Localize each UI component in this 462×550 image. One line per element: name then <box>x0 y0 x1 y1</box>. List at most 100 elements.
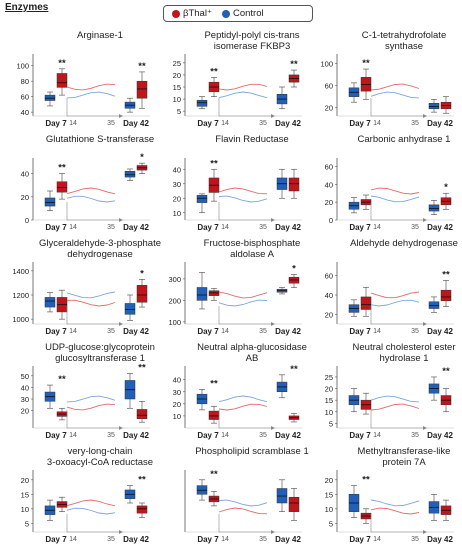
inset-arrowhead <box>119 218 123 222</box>
inset-line-control <box>370 395 420 403</box>
y-tick-label: 40 <box>21 108 29 117</box>
significance-marker: ** <box>442 270 450 281</box>
inset-line-bthal <box>370 187 420 195</box>
inset-tick-label: 14 <box>221 536 229 543</box>
inset-line-control <box>370 499 420 507</box>
control-box <box>428 103 440 110</box>
inset-line-control <box>218 395 268 403</box>
inset-line-control <box>66 395 116 403</box>
significance-marker: ** <box>290 59 298 70</box>
legend-swatch-control <box>221 9 230 18</box>
chart-title: Glyceraldehyde-3-phosphate <box>39 238 161 249</box>
chart-title: synthase <box>385 41 423 52</box>
inset-line-control <box>370 91 420 99</box>
y-tick-label: 25 <box>325 373 333 382</box>
x-category-label: Day 7 <box>197 223 219 232</box>
inset-tick-label: 14 <box>373 536 381 543</box>
y-tick-label: 15 <box>325 396 333 405</box>
inset-tick-label: 35 <box>107 536 115 543</box>
y-tick-label: 200 <box>168 296 181 305</box>
y-tick-label: 30 <box>173 180 181 189</box>
x-category-label: Day 42 <box>427 535 453 544</box>
inset-arrowhead <box>271 218 275 222</box>
chart-panel: Phospholipid scramblase 1 ** Day 7 Day 42 14… <box>184 446 309 544</box>
bthal-box <box>136 409 148 419</box>
legend-label-bthal: βThal⁺ <box>183 8 212 19</box>
significance-marker: ** <box>58 58 66 69</box>
significance-marker: * <box>140 152 144 163</box>
significance-marker: * <box>292 264 296 275</box>
y-tick-label: 5 <box>329 419 333 428</box>
inset-tick-label: 14 <box>373 224 381 231</box>
inset-tick-label: 14 <box>69 224 77 231</box>
y-tick-label: 20 <box>325 198 333 207</box>
inset-line-control <box>218 499 268 507</box>
y-tick-label: 20 <box>325 310 333 319</box>
chart-title: Glutathione S-transferase <box>46 134 154 145</box>
chart-title: Fructose-bisphosphate <box>204 238 301 249</box>
y-tick-label: 300 <box>168 275 181 284</box>
chart-title: very-long-chain <box>68 446 133 457</box>
chart-title: dehydrogenase <box>67 249 133 260</box>
x-category-label: Day 42 <box>275 535 301 544</box>
y-tick-label: 10 <box>325 408 333 417</box>
chart-panel: Arginase-1 40 60 80 100 ** ** Day 7 Day 42 14 35 <box>16 30 150 128</box>
y-tick-label: 40 <box>325 180 333 189</box>
y-tick-label: 5 <box>25 519 29 528</box>
inset-tick-label: 35 <box>259 536 267 543</box>
y-tick-label: 15 <box>173 83 181 92</box>
chart-title: Methyltransferase-like <box>358 446 451 457</box>
y-tick-label: 40 <box>325 291 333 300</box>
x-category-label: Day 42 <box>123 431 149 440</box>
bthal-box <box>56 73 68 88</box>
inset-line-bthal <box>218 187 268 195</box>
inset-line-control <box>218 91 268 99</box>
chart-panel: Flavin Reductase 10 20 30 40 ** Day 7 Day 42 14 3… <box>173 134 302 232</box>
y-tick-label: 40 <box>173 165 181 174</box>
x-category-label: Day 7 <box>197 535 219 544</box>
chart-panel: UDP-glucose:glycoproteinglucosyltransfer… <box>21 342 155 440</box>
control-box <box>196 287 208 301</box>
significance-marker: ** <box>138 362 146 373</box>
chart-title: Neutral alpha-glucosidase <box>197 342 307 353</box>
significance-marker: ** <box>138 61 146 72</box>
inset-tick-label: 35 <box>259 328 267 335</box>
x-category-label: Day 7 <box>45 535 67 544</box>
y-tick-label: 0 <box>25 216 29 225</box>
x-category-label: Day 42 <box>123 327 149 336</box>
inset-arrowhead <box>423 530 427 534</box>
inset-arrowhead <box>423 426 427 430</box>
significance-marker: ** <box>362 475 370 486</box>
y-tick-label: 40 <box>21 170 29 179</box>
y-tick-label: 30 <box>21 395 29 404</box>
y-tick-label: 20 <box>325 104 333 113</box>
y-tick-label: 1400 <box>12 267 29 276</box>
x-category-label: Day 42 <box>275 119 301 128</box>
inset-arrowhead <box>119 114 123 118</box>
chart-title: Aldehyde dehydrogenase <box>350 238 458 249</box>
inset-tick-label: 14 <box>221 432 229 439</box>
bthal-box <box>360 296 372 310</box>
inset-tick-label: 14 <box>373 328 381 335</box>
inset-tick-label: 35 <box>107 432 115 439</box>
inset-line-bthal <box>66 499 116 507</box>
inset-line-control <box>66 91 116 99</box>
y-tick-label: 15 <box>21 490 29 499</box>
y-tick-label: 10 <box>173 95 181 104</box>
bthal-box <box>136 285 148 303</box>
y-tick-label: 20 <box>173 194 181 203</box>
y-tick-label: 100 <box>16 62 29 71</box>
y-tick-label: 15 <box>325 490 333 499</box>
significance-marker: ** <box>290 364 298 375</box>
inset-tick-label: 14 <box>69 328 77 335</box>
inset-tick-label: 14 <box>69 536 77 543</box>
y-tick-label: 0 <box>329 216 333 225</box>
inset-tick-label: 35 <box>107 328 115 335</box>
y-tick-label: 5 <box>177 107 181 116</box>
inset-line-control <box>66 291 116 299</box>
y-tick-label: 20 <box>21 407 29 416</box>
